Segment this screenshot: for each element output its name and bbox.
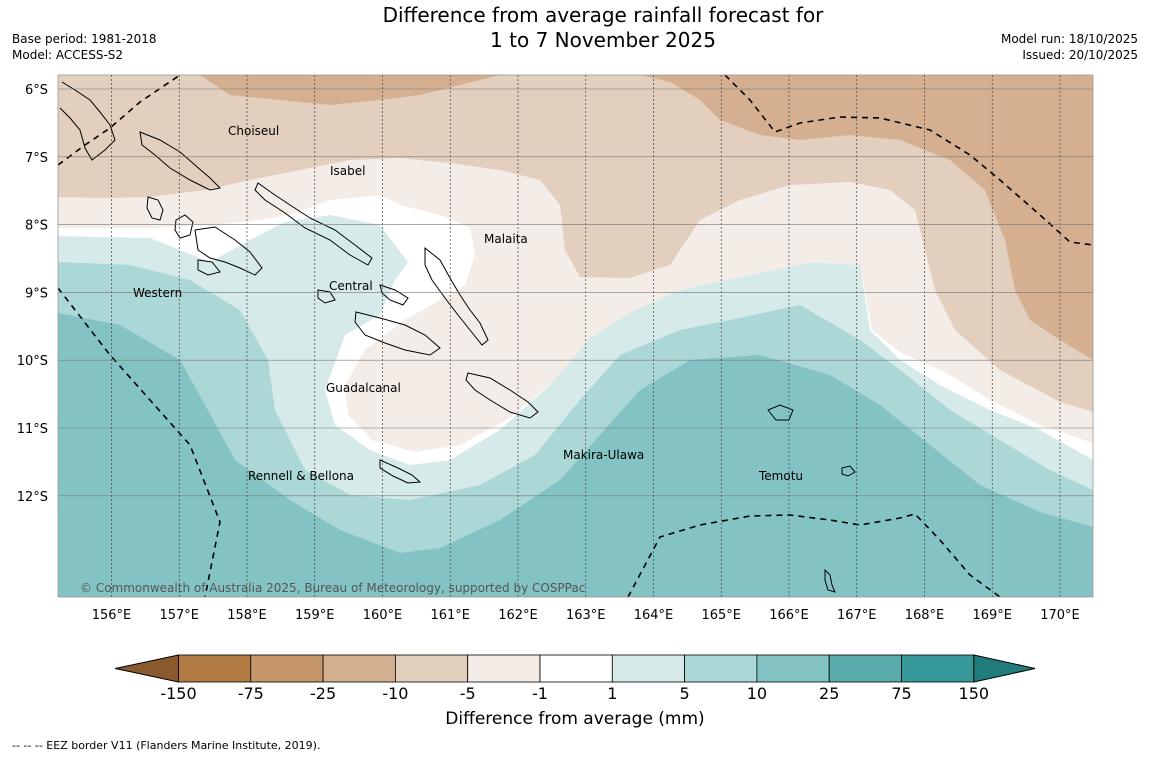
longitude-label: 164°E [634,608,674,623]
colorbar-segment [394,654,469,683]
province-label: Guadalcanal [326,381,401,395]
latitude-label: 9°S [25,286,48,301]
latitude-label: 8°S [25,219,48,234]
province-labels: Choiseul Isabel Malaita Central Western Guada… [133,124,803,483]
latitude-label: 6°S [25,83,48,98]
latitude-label: 7°S [25,151,48,166]
colorbar-segment [250,654,324,683]
colorbar-tick-label: 1 [607,684,617,703]
longitude-label: 157°E [159,608,199,623]
province-label: Temotu [758,469,803,483]
colorbar-tick-label: 75 [891,684,911,703]
eez-footnote: -- -- -- EEZ border V11 (Flanders Marine… [12,739,321,752]
base-period: Base period: 1981-2018 [12,32,157,46]
colorbar-segment [467,654,541,683]
model-name: Model: ACCESS-S2 [12,48,124,62]
longitude-label: 156°E [92,608,132,623]
graticule [58,75,1093,597]
islands-outline [59,81,856,593]
latitude-labels: 6°S 7°S 8°S 9°S 10°S 11°S 12°S [17,83,48,505]
longitude-label: 168°E [905,608,945,623]
longitude-label: 162°E [498,608,538,623]
colorbar-segment [828,654,902,683]
map-area [58,75,1093,597]
colorbar-tick-label: -1 [532,684,548,703]
colorbar-segment [322,654,396,683]
title-line-2: 1 to 7 November 2025 [490,28,716,52]
longitude-label: 166°E [769,608,809,623]
model-info: Base period: 1981-2018 Model: ACCESS-S2 [12,31,157,63]
colorbar-tick-label: -25 [310,684,336,703]
province-label: Isabel [330,164,365,178]
longitude-label: 158°E [227,608,267,623]
colorbar-segment [178,654,252,683]
colorbar-tick-label: -10 [382,684,408,703]
colorbar-tick-label: 10 [747,684,767,703]
fill-bin-neg25-neg10 [200,75,1093,360]
longitude-labels: 156°E 157°E 158°E 159°E 160°E 161°E 162°E 163°E… [92,608,1080,623]
map-frame [57,74,1094,598]
province-label: Malaita [484,232,528,246]
copyright-notice: © Commonwealth of Australia 2025, Bureau… [80,581,585,595]
latitude-label: 10°S [17,354,48,369]
colorbar-tick-label: -5 [460,684,476,703]
province-label: Choiseul [228,124,279,138]
colorbar-tick-label: -75 [238,684,264,703]
colorbar-label: Difference from average (mm) [445,709,705,729]
colorbar-segment [684,654,758,683]
longitude-label: 170°E [1040,608,1080,623]
issued-date: Issued: 20/10/2025 [1022,48,1138,62]
province-label: Western [133,286,182,300]
province-label: Makira-Ulawa [563,448,644,462]
colorbar-segment [756,654,830,683]
colorbar: -150 -75 -25 -10 -5 -1 1 5 10 25 75 150 [114,654,1036,703]
longitude-label: 167°E [837,608,877,623]
colorbar-tick-label: 25 [819,684,839,703]
run-info: Model run: 18/10/2025 Issued: 20/10/2025 [1001,31,1138,63]
colorbar-segment [539,654,613,683]
eez-border-lines [58,75,1093,597]
longitude-label: 169°E [972,608,1012,623]
longitude-label: 165°E [701,608,741,623]
longitude-label: 163°E [566,608,606,623]
fill-bin-neg10-neg5 [58,75,1093,412]
colorbar-upper-extension [973,654,1036,683]
colorbar-segment [611,654,685,683]
latitude-label: 11°S [17,422,48,437]
map-title: Difference from average rainfall forecas… [0,3,1150,53]
colorbar-segment [901,654,975,683]
colorbar-tick-label: -150 [160,684,196,703]
title-line-1: Difference from average rainfall forecas… [382,3,824,27]
longitude-label: 160°E [363,608,403,623]
colorbar-tick-label: 150 [959,684,990,703]
model-run: Model run: 18/10/2025 [1000,32,1138,46]
latitude-label: 12°S [17,490,48,505]
province-label: Central [329,279,373,293]
longitude-label: 159°E [295,608,335,623]
longitude-label: 161°E [430,608,470,623]
colorbar-lower-extension [114,654,179,683]
colorbar-tick-label: 5 [680,684,690,703]
province-label: Rennell & Bellona [248,469,354,483]
